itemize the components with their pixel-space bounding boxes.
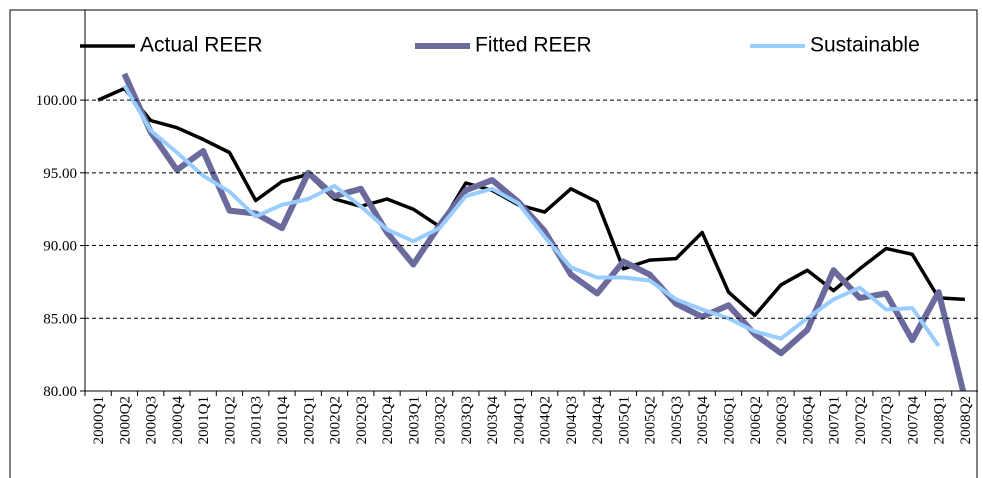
series-line <box>97 86 965 318</box>
x-tick-label: 2007Q2 <box>853 396 869 444</box>
x-tick-label: 2008Q1 <box>932 396 948 444</box>
x-tick-label: 2004Q2 <box>538 396 554 444</box>
x-tick-label: 2004Q1 <box>511 396 527 444</box>
x-tick-label: 2002Q2 <box>328 396 344 444</box>
x-tick-label: 2005Q4 <box>695 396 711 445</box>
x-tick-label: 2005Q2 <box>643 396 659 444</box>
x-tick-label: 2004Q4 <box>590 396 606 445</box>
legend-label: Fitted REER <box>475 34 592 57</box>
x-tick-label: 2001Q3 <box>249 396 265 444</box>
x-tick-label: 2000Q1 <box>91 396 107 444</box>
x-tick-label: 2002Q1 <box>301 396 317 444</box>
legend-label: Sustainable <box>810 34 920 57</box>
x-tick-label: 2001Q4 <box>275 396 291 445</box>
x-tick-label: 2004Q3 <box>564 396 580 444</box>
x-tick-label: 2008Q2 <box>958 396 974 444</box>
x-tick-label: 2001Q1 <box>196 396 212 444</box>
x-tick-label: 2006Q1 <box>721 396 737 444</box>
x-tick-label: 2003Q1 <box>406 396 422 444</box>
y-tick-label: 95.00 <box>43 166 77 182</box>
x-tick-label: 2006Q3 <box>774 396 790 444</box>
x-tick-label: 2002Q4 <box>380 396 396 445</box>
legend-label: Actual REER <box>140 34 263 57</box>
x-tick-label: 2000Q2 <box>117 396 133 444</box>
x-tick-label: 2000Q3 <box>144 396 160 444</box>
x-tick-label: 2001Q2 <box>222 396 238 444</box>
y-tick-label: 80.00 <box>43 384 77 400</box>
x-tick-label: 2003Q4 <box>485 396 501 445</box>
y-tick-label: 90.00 <box>43 239 77 255</box>
y-tick-label: 100.00 <box>36 93 77 109</box>
chart-frame <box>9 9 978 478</box>
x-tick-label: 2007Q1 <box>827 396 843 444</box>
series-line <box>122 84 941 348</box>
x-tick-label: 2003Q2 <box>433 396 449 444</box>
x-tick-label: 2005Q3 <box>669 396 685 444</box>
x-tick-label: 2006Q4 <box>800 396 816 445</box>
x-tick-label: 2007Q4 <box>905 396 921 445</box>
x-tick-label: 2006Q2 <box>748 396 764 444</box>
x-tick-label: 2005Q1 <box>616 396 632 444</box>
x-tick-label: 2003Q3 <box>459 396 475 444</box>
x-tick-label: 2007Q3 <box>879 396 895 444</box>
x-tick-label: 2000Q4 <box>170 396 186 445</box>
y-tick-label: 85.00 <box>43 311 77 327</box>
x-tick-label: 2002Q3 <box>354 396 370 444</box>
series-line <box>121 72 967 391</box>
